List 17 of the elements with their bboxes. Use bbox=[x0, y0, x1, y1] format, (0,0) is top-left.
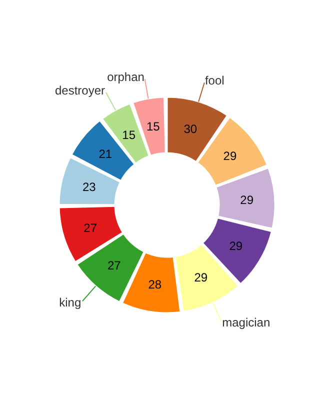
data-label: 29 bbox=[194, 270, 208, 285]
data-label: 23 bbox=[82, 180, 96, 194]
data-label: 21 bbox=[98, 147, 112, 162]
data-label: 29 bbox=[229, 238, 243, 253]
slice-label: king bbox=[59, 296, 82, 310]
data-label: 29 bbox=[240, 193, 254, 208]
data-label: 15 bbox=[122, 128, 136, 142]
data-label: 29 bbox=[223, 148, 237, 163]
data-label: 27 bbox=[84, 221, 98, 236]
data-label: 30 bbox=[184, 122, 198, 136]
slice-label: fool bbox=[204, 74, 224, 88]
slice-label: magician bbox=[222, 316, 270, 330]
slice-label: orphan bbox=[107, 70, 144, 84]
data-label: 28 bbox=[148, 277, 162, 292]
data-label: 27 bbox=[107, 258, 122, 272]
data-label: 15 bbox=[146, 119, 160, 134]
slice-label: destroyer bbox=[54, 84, 106, 98]
